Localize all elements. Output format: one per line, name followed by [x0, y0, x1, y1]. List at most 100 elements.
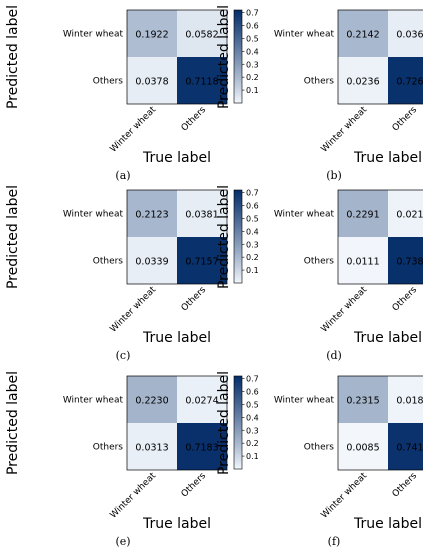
colorbar-segment	[234, 40, 242, 43]
colorbar-segment	[234, 89, 242, 92]
colorbar-segment	[234, 208, 242, 212]
y-tick-label: Others	[304, 257, 335, 267]
colorbar-segment	[234, 252, 242, 256]
colorbar-segment	[234, 199, 242, 203]
colorbar-segment	[234, 236, 242, 240]
colorbar-segment	[234, 26, 242, 29]
colorbar-segment	[234, 436, 242, 440]
y-tick-label: Winter wheat	[63, 210, 124, 220]
colorbar-tick-label: 0.7	[246, 9, 259, 18]
colorbar-segment	[234, 222, 242, 226]
colorbar-segment	[234, 441, 242, 444]
colorbar-segment	[234, 217, 242, 221]
colorbar-segment	[234, 408, 242, 412]
colorbar-tick-label: 0.1	[246, 452, 259, 461]
colorbar-segment	[234, 72, 242, 76]
x-tick-label: Others	[180, 105, 209, 134]
colorbar-frame	[233, 375, 243, 470]
colorbar-segment	[234, 28, 242, 32]
colorbar-tick-label: 0.2	[246, 439, 259, 448]
x-axis-label: True label	[353, 150, 422, 166]
x-tick-label: Others	[391, 105, 420, 134]
colorbar-segment	[234, 401, 242, 405]
matrix-cell	[338, 376, 388, 423]
colorbar-segment	[234, 14, 242, 18]
colorbar-segment	[234, 61, 242, 64]
colorbar-segment	[234, 250, 242, 254]
colorbar-segment	[234, 278, 242, 282]
colorbar-segment	[234, 262, 242, 265]
cell-value-label: 0.0378	[135, 77, 168, 88]
cell-value-label: 0.0085	[346, 443, 379, 454]
colorbar-segment	[234, 63, 242, 67]
colorbar-segment	[234, 387, 242, 391]
colorbar-segment	[234, 413, 242, 416]
colorbar-segment	[234, 422, 242, 426]
colorbar-segment	[234, 213, 242, 216]
colorbar-segment	[234, 33, 242, 36]
y-tick-label: Others	[93, 443, 124, 453]
matrix-cell	[127, 376, 177, 423]
colorbar-segment	[234, 389, 242, 393]
colorbar-segment	[234, 410, 242, 414]
cell-value-label: 0.2291	[346, 210, 379, 221]
colorbar-segment	[234, 100, 242, 104]
matrix-cell	[388, 10, 423, 57]
x-tick-label: Others	[391, 285, 420, 314]
colorbar-segment	[234, 220, 242, 223]
y-tick-label: Others	[93, 257, 124, 267]
matrix-cell	[127, 237, 177, 284]
colorbar-segment	[234, 68, 242, 71]
cell-value-label: 0.1922	[135, 30, 168, 41]
colorbar-segment	[234, 37, 242, 41]
matrix-frame	[337, 9, 423, 105]
colorbar-segment	[234, 58, 242, 62]
colorbar-segment	[234, 448, 242, 451]
colorbar-segment	[234, 462, 242, 465]
colorbar-segment	[234, 77, 242, 81]
colorbar-segment	[234, 91, 242, 95]
colorbar-segment	[234, 445, 242, 449]
matrix-cell	[338, 423, 388, 470]
cell-value-label: 0.0582	[185, 30, 218, 41]
colorbar-segment	[234, 248, 242, 251]
colorbar-segment	[234, 273, 242, 277]
y-tick-label: Winter wheat	[274, 30, 335, 40]
cell-value-label: 0.7183	[185, 443, 218, 454]
cell-value-label: 0.0236	[346, 77, 379, 88]
colorbar-segment	[234, 21, 242, 25]
colorbar-segment	[234, 385, 242, 389]
cell-value-label: 0.7411	[396, 443, 423, 454]
cell-value-label: 0.7118	[185, 77, 218, 88]
colorbar-frame	[233, 9, 243, 104]
colorbar-segment	[234, 271, 242, 275]
y-axis-label: Predicted label	[216, 5, 232, 109]
x-tick-label: Others	[391, 471, 420, 500]
cell-value-label: 0.7385	[396, 257, 423, 268]
colorbar-segment	[234, 452, 242, 456]
colorbar-tick-label: 0.4	[246, 413, 259, 422]
x-tick-label: Winter wheat	[108, 105, 158, 155]
x-axis-label: True label	[353, 330, 422, 346]
colorbar-segment	[234, 424, 242, 428]
colorbar-tick-label: 0.6	[246, 202, 259, 211]
colorbar-segment	[234, 16, 242, 20]
colorbar-segment	[234, 203, 242, 207]
colorbar-segment	[234, 215, 242, 219]
colorbar-segment	[234, 192, 242, 196]
cell-value-label: 0.0274	[185, 396, 218, 407]
confusion-matrix-panel: 0.1922 0.0582 0.0378 0.7118 Winter wheat Othe…	[5, 5, 259, 182]
colorbar-segment	[234, 190, 242, 193]
x-tick-label: Others	[180, 471, 209, 500]
colorbar-segment	[234, 376, 242, 379]
x-tick-label: Others	[180, 285, 209, 314]
panel-caption: (a)	[115, 169, 130, 182]
colorbar-tick-label: 0.4	[246, 47, 259, 56]
colorbar-segment	[234, 79, 242, 83]
matrix-frame	[337, 189, 423, 285]
matrix-cell	[177, 10, 227, 57]
colorbar-tick-label: 0.2	[246, 253, 259, 262]
cell-value-label: 0.0313	[135, 443, 168, 454]
colorbar-segment	[234, 457, 242, 461]
colorbar-segment	[234, 276, 242, 279]
